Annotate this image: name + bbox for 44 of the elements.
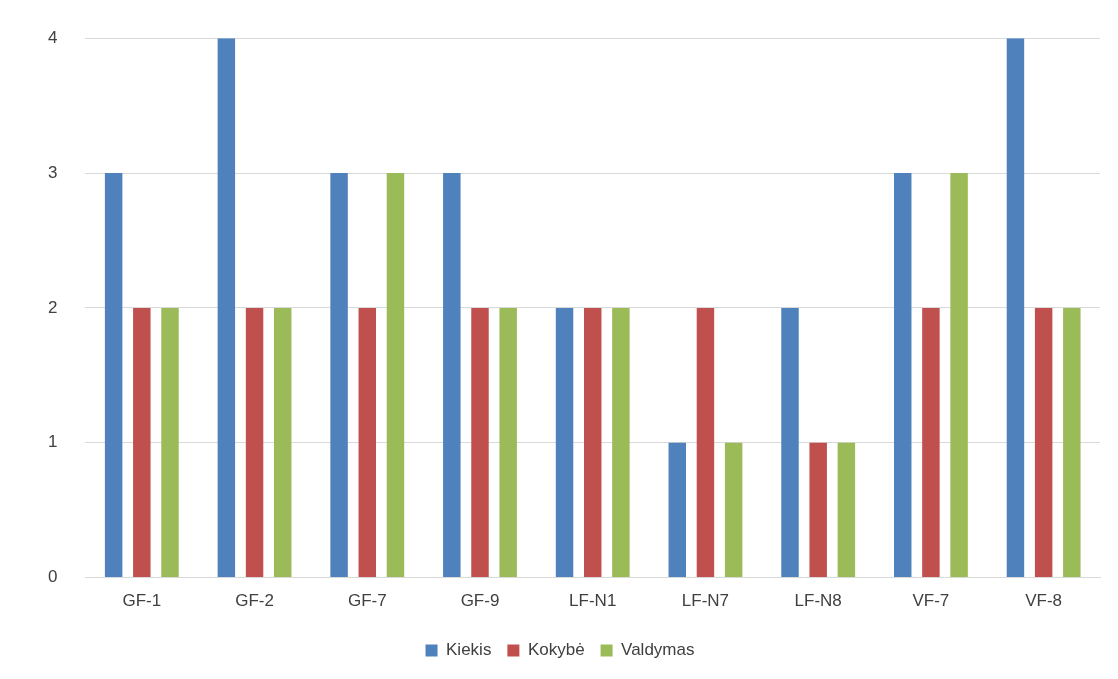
bar: [330, 173, 348, 578]
legend-label: Kokybė: [527, 640, 585, 660]
bar: [161, 307, 179, 578]
bar: [386, 173, 405, 578]
bar: [950, 173, 968, 578]
x-tick-label: GF-1: [122, 591, 162, 611]
y-tick-label: 4: [47, 27, 58, 47]
bar: [781, 307, 799, 578]
bar: [922, 307, 940, 578]
bar: [499, 307, 517, 578]
x-tick-label: VF-7: [912, 591, 950, 611]
bar: [893, 173, 912, 578]
bar: [471, 307, 489, 578]
bar: [837, 442, 856, 578]
y-tick-label: 1: [47, 432, 58, 452]
bar: [1063, 307, 1081, 578]
bar: [104, 173, 123, 578]
x-tick-label: LF-N8: [794, 591, 842, 611]
x-tick-label: LF-N7: [681, 591, 730, 611]
bar: [358, 307, 377, 578]
x-tick-label: LF-N1: [569, 591, 617, 611]
y-tick-label: 2: [47, 297, 58, 317]
bar: [696, 307, 715, 578]
y-tick-label: 0: [47, 567, 58, 587]
x-tick-label: GF-2: [235, 591, 274, 611]
x-tick-label: VF-8: [1025, 591, 1063, 611]
bar: [133, 307, 151, 578]
x-tick-label: GF-7: [347, 591, 387, 611]
y-tick-label: 3: [47, 162, 58, 182]
bar: [1034, 307, 1053, 578]
bar: [273, 307, 292, 578]
bar: [217, 38, 236, 578]
bar: [583, 307, 602, 578]
bar: [245, 307, 264, 578]
legend-label: Valdymas: [621, 640, 695, 660]
legend-label: Kiekis: [446, 640, 492, 660]
bar: [809, 442, 827, 578]
x-tick-label: GF-9: [460, 591, 500, 611]
bar: [443, 173, 461, 578]
bar: [668, 442, 687, 578]
bar: [612, 307, 630, 578]
bar: [1006, 38, 1025, 578]
bar: [555, 307, 574, 578]
bar: [724, 442, 743, 578]
